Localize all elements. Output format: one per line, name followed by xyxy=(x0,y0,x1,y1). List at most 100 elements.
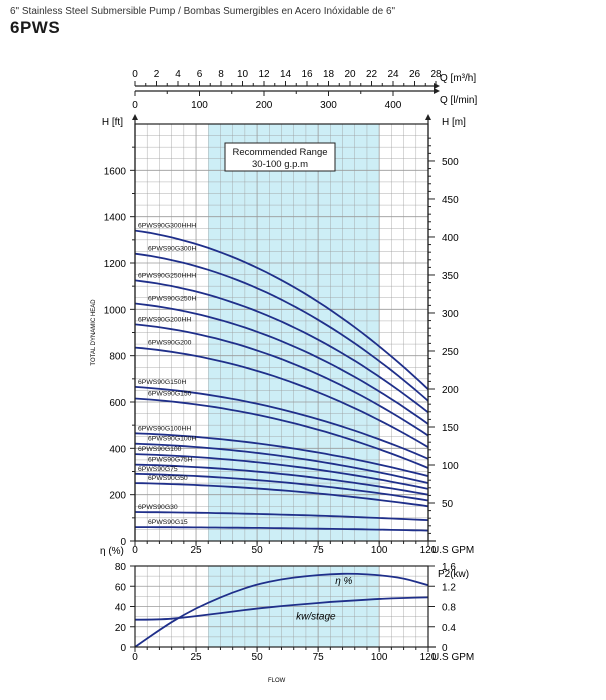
y2-tick-label-kw: 1.2 xyxy=(442,582,456,593)
curve-label: 6PWS90G150 xyxy=(148,391,192,398)
curve-label: 6PWS90G75 xyxy=(138,466,178,473)
y2-tick-label-kw: 0.4 xyxy=(442,623,456,634)
lower-curves-group xyxy=(135,572,428,647)
y-tick-label-eff: 0 xyxy=(120,643,126,654)
x-tick-label-lower: 0 xyxy=(132,652,138,663)
pump-curve-6pws90g150h xyxy=(135,386,428,460)
y-tick-label-ft: 0 xyxy=(120,537,126,548)
top-tick-label-m3h: 6 xyxy=(197,69,203,80)
pump-curve-6pws90g200 xyxy=(135,346,428,448)
y2-tick-label-kw: 1.6 xyxy=(442,562,456,573)
y-tick-label-m: 450 xyxy=(442,195,459,206)
x-axis-footer: FLOW xyxy=(268,678,286,684)
x-tick-label: 100 xyxy=(371,545,388,556)
pump-curve-6pws90g150 xyxy=(135,397,428,469)
curve-label: 6PWS90G100HH xyxy=(138,425,191,432)
curve-label: 6PWS90G200 xyxy=(148,340,192,347)
power-curve-label: kw/stage xyxy=(296,612,336,623)
recommended-range-box xyxy=(224,142,336,172)
top-tick-label-m3h: 14 xyxy=(280,69,292,80)
top-tick-label-m3h: 22 xyxy=(366,69,378,80)
y2-tick-label-kw: 0 xyxy=(442,643,448,654)
y-tick-label-ft: 1200 xyxy=(104,259,127,270)
y-tick-label-m: 400 xyxy=(442,233,459,244)
x-tick-label-lower: 25 xyxy=(190,652,202,663)
x-tick-label-lower: 50 xyxy=(252,652,264,663)
y-tick-label-ft: 1600 xyxy=(104,166,127,177)
pump-curve-6pws90g75h xyxy=(135,463,428,496)
y-tick-label-ft: 1000 xyxy=(104,305,127,316)
pump-curve-6pws90g300h xyxy=(135,252,428,402)
efficiency-curve xyxy=(135,572,428,647)
y-tick-label-m: 150 xyxy=(442,423,459,434)
y-tick-label-ft: 400 xyxy=(109,444,126,455)
curve-label: 6PWS90G100 xyxy=(138,446,182,453)
pump-curve-6pws90g200hh xyxy=(135,323,428,437)
y-tick-label-ft: 200 xyxy=(109,491,126,502)
pump-curve-6pws90g15 xyxy=(135,526,428,532)
pump-curve-6pws90g250h xyxy=(135,302,428,425)
left-axis-arrow xyxy=(132,114,138,120)
right-axis-arrow xyxy=(425,114,431,120)
y-tick-label-m: 200 xyxy=(442,385,459,396)
x-tick-label: 50 xyxy=(252,545,264,556)
x-tick-label: 120 xyxy=(420,545,437,556)
x-tick-label: 0 xyxy=(132,545,138,556)
y-tick-label-m: 300 xyxy=(442,309,459,320)
top-tick-label-m3h: 20 xyxy=(344,69,356,80)
y-tick-label-m: 350 xyxy=(442,271,459,282)
y-tick-label-m: 500 xyxy=(442,157,459,168)
top-tick-label-m3h: 8 xyxy=(218,69,224,80)
model-title: 6PWS xyxy=(10,18,61,37)
page-subtitle: 6" Stainless Steel Submersible Pump / Bo… xyxy=(10,6,396,17)
pump-curve-6pws90g50 xyxy=(135,482,428,508)
x-tick-label: 75 xyxy=(313,545,325,556)
curve-label: 6PWS90G150H xyxy=(138,379,186,386)
top-tick-label-lmin: 200 xyxy=(256,100,273,111)
top-tick-label-m3h: 26 xyxy=(409,69,421,80)
y-axis-title-vertical: TOTAL DYNAMIC HEAD xyxy=(91,299,97,366)
y-tick-label-m: 250 xyxy=(442,347,459,358)
top-axis-label-m3h: Q [m³/h] xyxy=(440,73,476,84)
curve-label: 6PWS90G50 xyxy=(148,475,188,482)
x-tick-label-lower: 120 xyxy=(420,652,437,663)
pump-curve-6pws90g300hhh xyxy=(135,229,428,390)
curve-label: 6PWS90G30 xyxy=(138,504,178,511)
curve-label: 6PWS90G250HHH xyxy=(138,272,196,279)
pump-curve-6pws90g75 xyxy=(135,472,428,502)
curve-label: 6PWS90G100H xyxy=(148,436,196,443)
top-tick-label-m3h: 10 xyxy=(237,69,249,80)
y-tick-label-ft: 600 xyxy=(109,398,126,409)
top-tick-label-lmin: 100 xyxy=(191,100,208,111)
top-axis-lmin-arrow xyxy=(434,88,440,94)
power-curve xyxy=(135,596,428,621)
y-tick-label-m: 100 xyxy=(442,461,459,472)
curve-label: 6PWS90G75H xyxy=(148,457,193,464)
top-tick-label-m3h: 18 xyxy=(323,69,335,80)
top-tick-label-m3h: 24 xyxy=(387,69,399,80)
pump-curve-6pws90g100h xyxy=(135,442,428,484)
y-tick-label-ft: 1400 xyxy=(104,213,127,224)
y-tick-label-ft: 800 xyxy=(109,352,126,363)
top-tick-label-m3h: 0 xyxy=(132,69,138,80)
top-tick-label-m3h: 2 xyxy=(154,69,160,80)
top-tick-label-lmin: 0 xyxy=(132,100,138,111)
y-tick-label-eff: 40 xyxy=(115,603,127,614)
y-axis-label-eff: η (%) xyxy=(100,546,124,557)
top-tick-label-m3h: 4 xyxy=(175,69,181,80)
curve-label: 6PWS90G15 xyxy=(148,519,188,526)
top-tick-label-lmin: 300 xyxy=(320,100,337,111)
y2-axis-label-kw: P2(kw) xyxy=(438,569,469,580)
x-tick-label-lower: 100 xyxy=(371,652,388,663)
top-tick-label-lmin: 400 xyxy=(385,100,402,111)
curve-label: 6PWS90G200HH xyxy=(138,316,191,323)
recommended-range-subtitle: 30-100 g.p.m xyxy=(252,159,308,170)
y-tick-label-eff: 20 xyxy=(115,623,127,634)
curve-label: 6PWS90G300H xyxy=(148,246,196,253)
y-axis-label-ft: H [ft] xyxy=(102,117,123,128)
y-tick-label-m: 50 xyxy=(442,499,454,510)
efficiency-curve-label: η % xyxy=(335,576,352,587)
pump-curve-6pws90g100 xyxy=(135,453,428,490)
x-tick-label: 25 xyxy=(190,545,202,556)
